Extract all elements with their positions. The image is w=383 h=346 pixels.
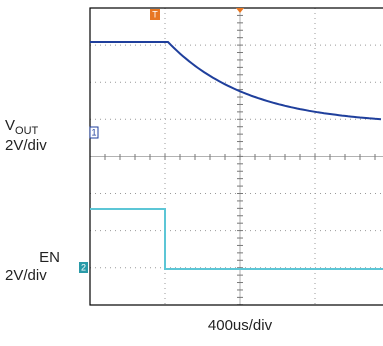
ch2-trace	[90, 208, 383, 270]
trigger-marker: T	[152, 9, 158, 19]
timebase: 400us/div	[208, 317, 273, 334]
ch2-label: EN	[39, 249, 60, 266]
trigger-marker-box	[150, 9, 160, 20]
ch1-marker: 1	[91, 127, 96, 137]
ch2-marker: 2	[81, 262, 86, 272]
trigger-position	[236, 8, 244, 13]
ch1-label: VOUT	[5, 117, 39, 137]
ch1-marker-box	[89, 126, 99, 139]
ch1-label-main: V	[5, 117, 15, 134]
ch1-scale: 2V/div	[5, 137, 47, 154]
ch1-trace	[90, 41, 382, 121]
ch2-marker-box	[79, 262, 88, 273]
ch1-label-subscript: OUT	[15, 125, 39, 137]
ch2-scale: 2V/div	[5, 267, 47, 284]
grid	[89, 7, 383, 306]
